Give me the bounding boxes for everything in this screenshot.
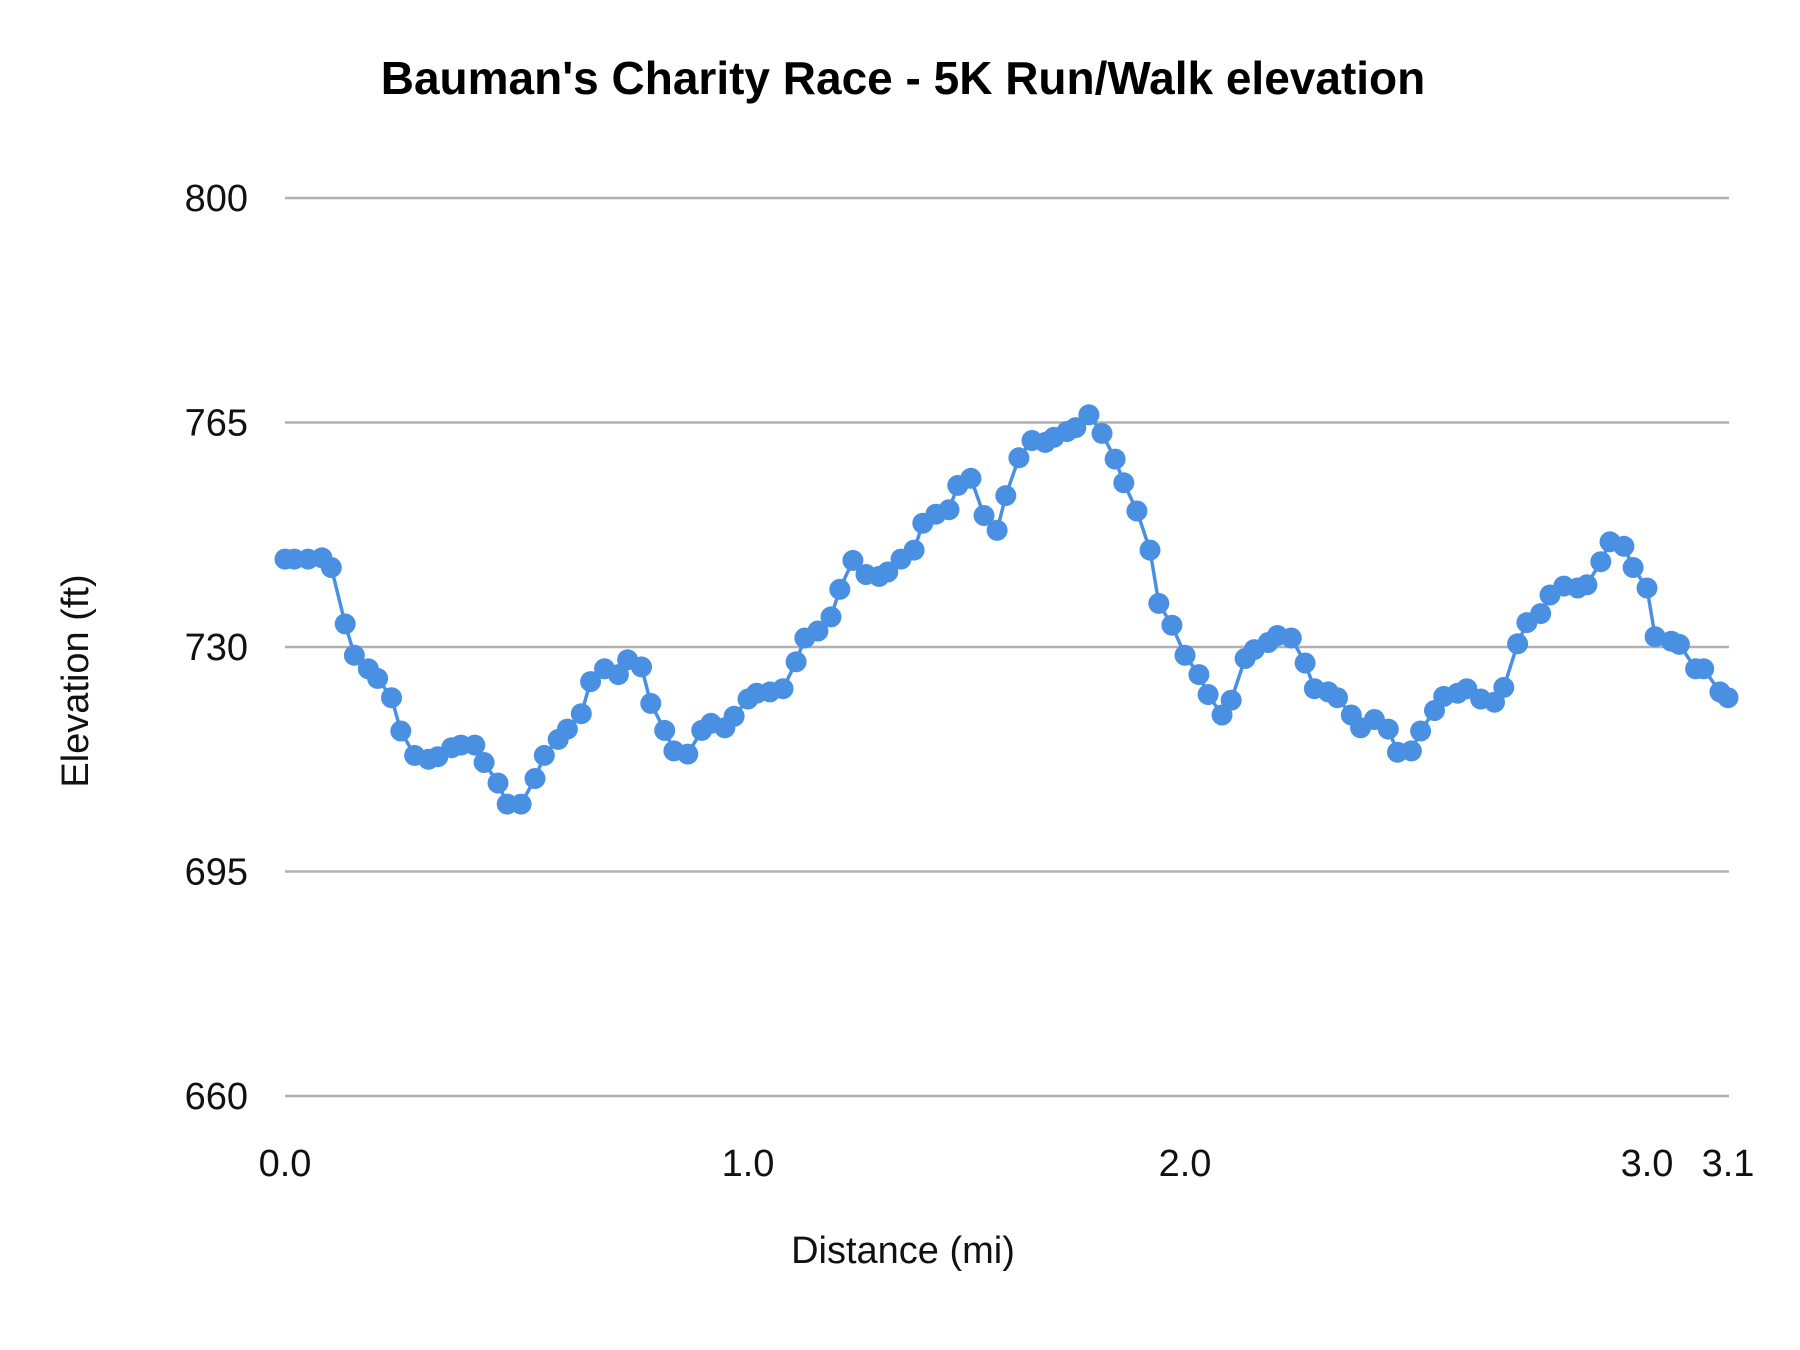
data-point — [1294, 652, 1316, 674]
data-point — [556, 718, 578, 740]
data-point — [464, 734, 486, 756]
y-tick-label: 730 — [185, 627, 248, 669]
chart-title: Bauman's Charity Race - 5K Run/Walk elev… — [381, 52, 1426, 104]
data-point — [487, 772, 509, 794]
data-point — [1644, 626, 1666, 648]
data-point — [1668, 633, 1690, 655]
data-point — [1091, 422, 1113, 444]
data-point — [1493, 676, 1515, 698]
data-point — [343, 644, 365, 666]
data-point — [1065, 417, 1087, 439]
data-point — [1613, 535, 1635, 557]
x-tick-label: 1.0 — [722, 1143, 775, 1185]
data-point — [820, 606, 842, 628]
data-point — [580, 671, 602, 693]
data-point — [1400, 740, 1422, 762]
x-axis-ticks: 0.0 1.0 2.0 3.0 3.1 — [259, 1143, 1755, 1185]
data-point — [1410, 720, 1432, 742]
data-point — [723, 705, 745, 727]
data-point — [986, 519, 1008, 541]
data-point — [1530, 603, 1552, 625]
data-point — [524, 768, 546, 789]
y-axis-ticks: 660 695 730 765 800 — [185, 178, 248, 1118]
data-point — [1126, 500, 1148, 522]
data-point — [320, 557, 342, 578]
data-point — [785, 651, 807, 673]
data-point — [1174, 644, 1196, 666]
data-point — [1717, 687, 1739, 709]
data-point — [842, 549, 864, 571]
data-point — [510, 793, 532, 815]
data-point — [1078, 404, 1100, 426]
data-point — [1197, 684, 1219, 705]
data-point — [631, 656, 652, 678]
data-point — [533, 744, 555, 766]
data-point — [903, 539, 925, 561]
x-tick-label: 3.1 — [1702, 1143, 1755, 1185]
data-point — [1161, 614, 1183, 636]
data-point — [390, 720, 412, 742]
data-point — [1104, 448, 1126, 470]
data-point — [1327, 687, 1348, 709]
data-point — [829, 578, 851, 600]
data-point — [1148, 592, 1170, 614]
x-tick-label: 2.0 — [1159, 1143, 1212, 1185]
data-point — [1636, 577, 1658, 599]
data-point — [877, 561, 899, 583]
x-tick-label: 3.0 — [1621, 1143, 1674, 1185]
x-axis-label: Distance (mi) — [791, 1230, 1015, 1272]
data-point — [677, 743, 699, 765]
y-axis-label: Elevation (ft) — [55, 574, 97, 787]
data-point — [1693, 658, 1715, 680]
data-point — [570, 703, 592, 725]
x-tick-label: 0.0 — [259, 1143, 312, 1185]
y-tick-label: 800 — [185, 178, 248, 220]
data-point — [1507, 633, 1529, 655]
data-point — [1139, 539, 1161, 561]
data-point — [1008, 447, 1030, 469]
data-point — [367, 667, 389, 689]
data-point — [334, 613, 356, 635]
data-point — [973, 505, 995, 526]
data-point — [654, 719, 676, 741]
data-point — [640, 692, 662, 714]
y-tick-label: 695 — [185, 852, 248, 894]
gridlines — [285, 196, 1729, 1098]
data-point — [473, 752, 495, 773]
data-point — [938, 499, 960, 521]
series-line — [285, 412, 1730, 806]
data-point — [1576, 574, 1598, 596]
data-point — [960, 467, 982, 489]
data-point — [1113, 472, 1135, 494]
data-point — [1377, 718, 1399, 740]
data-point — [807, 620, 829, 642]
data-point — [1220, 689, 1242, 711]
data-point — [1590, 551, 1612, 573]
data-points — [274, 404, 1739, 815]
y-tick-label: 660 — [185, 1076, 248, 1118]
data-point — [381, 687, 402, 709]
data-point — [995, 485, 1017, 507]
data-point — [1622, 557, 1644, 578]
y-tick-label: 765 — [185, 403, 248, 445]
data-point — [1280, 627, 1302, 649]
data-point — [1188, 664, 1210, 686]
data-point — [772, 678, 794, 700]
